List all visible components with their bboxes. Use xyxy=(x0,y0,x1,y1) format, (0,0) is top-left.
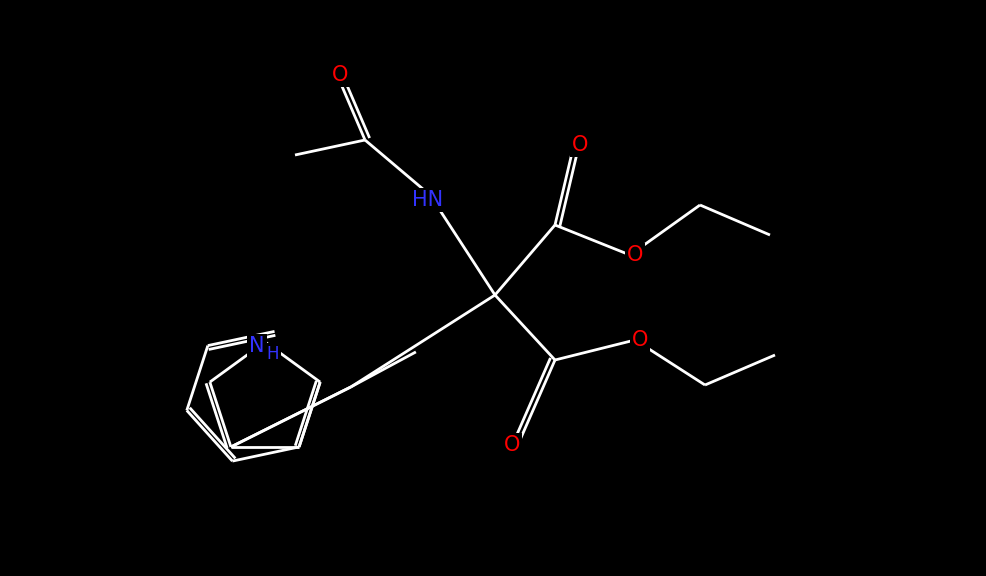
Text: O: O xyxy=(331,65,348,85)
Text: H: H xyxy=(266,345,279,363)
Text: N: N xyxy=(249,336,264,356)
Text: O: O xyxy=(626,245,643,265)
Text: HN: HN xyxy=(412,190,443,210)
Text: O: O xyxy=(503,435,520,455)
Text: O: O xyxy=(571,135,588,155)
Text: O: O xyxy=(631,330,648,350)
